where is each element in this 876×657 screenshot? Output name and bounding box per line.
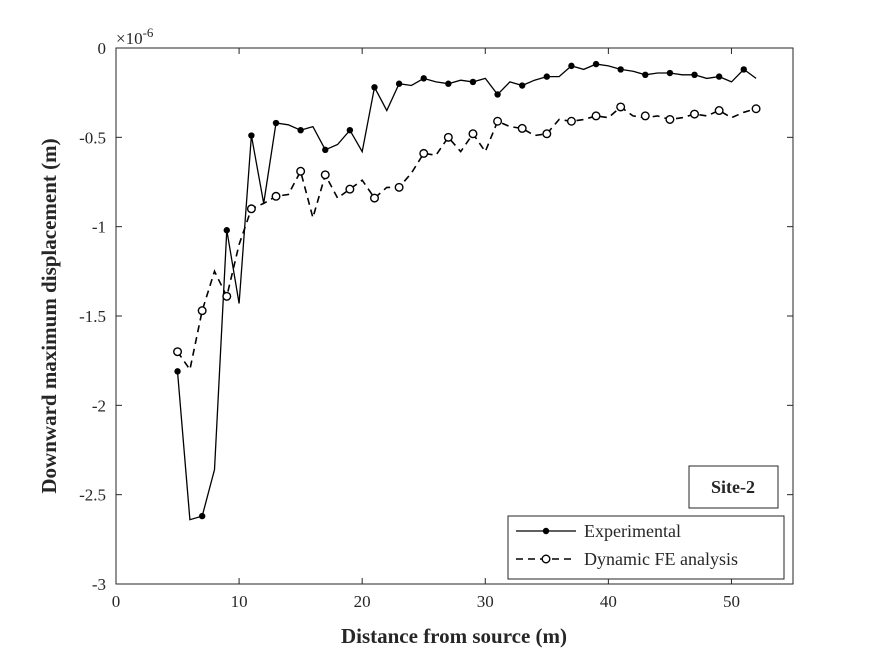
- experimental-point: [519, 82, 526, 89]
- dynamic-fe-point: [591, 111, 601, 121]
- dynamic-fe-point: [296, 166, 306, 176]
- y-exponent-base: ×10: [116, 29, 143, 48]
- x-tick-label: 10: [231, 592, 248, 611]
- dynamic-fe-point: [246, 204, 256, 214]
- y-exponent-power: -6: [143, 25, 154, 40]
- dynamic-fe-point: [714, 106, 724, 116]
- legend-label-fe: Dynamic FE analysis: [584, 549, 738, 569]
- dynamic-fe-point: [222, 291, 232, 301]
- y-tick-label: -1: [92, 218, 106, 237]
- experimental-point: [223, 227, 230, 234]
- experimental-point: [420, 75, 427, 82]
- dynamic-fe-point: [640, 111, 650, 121]
- x-axis-label: Distance from source (m): [341, 624, 567, 648]
- dynamic-fe-point: [665, 114, 675, 124]
- dynamic-fe-point: [493, 116, 503, 126]
- experimental-point: [469, 78, 477, 86]
- dynamic-fe-point: [443, 132, 453, 142]
- experimental-point: [248, 132, 255, 139]
- dynamic-fe-point: [419, 148, 429, 158]
- series-layer: [173, 60, 761, 521]
- dynamic-fe-point: [517, 123, 527, 133]
- y-exponent-label: ×10-6: [116, 25, 154, 48]
- x-tick-label: 50: [723, 592, 740, 611]
- experimental-point: [445, 80, 452, 87]
- dynamic-fe-point: [751, 104, 761, 114]
- dynamic-fe-point: [468, 129, 478, 139]
- experimental-point: [297, 126, 304, 134]
- site-annotation-text: Site-2: [711, 477, 755, 497]
- experimental-point: [617, 66, 624, 73]
- x-tick-label: 0: [112, 592, 121, 611]
- dynamic-fe-point: [690, 109, 700, 119]
- experimental-point: [642, 71, 649, 79]
- dynamic-fe-point: [369, 193, 379, 203]
- experimental-point: [715, 73, 723, 80]
- dynamic-fe-point: [271, 191, 281, 201]
- dynamic-fe-point: [542, 129, 552, 139]
- experimental-point: [174, 368, 181, 375]
- experimental-point: [272, 119, 280, 127]
- x-tick-label: 20: [354, 592, 371, 611]
- dynamic-fe-point: [345, 184, 355, 194]
- y-tick-label: -3: [92, 575, 106, 594]
- y-tick-label: -0.5: [79, 128, 106, 147]
- site-annotation-box: [688, 465, 779, 509]
- experimental-point: [346, 126, 354, 134]
- experimental-point: [666, 69, 674, 77]
- y-tick-label: -2.5: [79, 486, 106, 505]
- experimental-point: [568, 62, 575, 70]
- dynamic-fe-point: [566, 116, 576, 126]
- experimental-point: [740, 66, 747, 73]
- experimental-point: [395, 80, 403, 87]
- dynamic-fe-point: [616, 102, 626, 112]
- plot-area: [116, 48, 793, 584]
- site-annotation: Site-2: [688, 465, 779, 509]
- experimental-point: [198, 512, 206, 520]
- legend: Experimental Dynamic FE analysis: [507, 515, 785, 580]
- experimental-point: [371, 84, 378, 91]
- dynamic-fe-point: [320, 170, 330, 180]
- experimental-point: [494, 91, 501, 98]
- x-tick-label: 30: [477, 592, 494, 611]
- y-axis-label: Downward maximum displacement (m): [37, 138, 61, 493]
- series-line-experimental: [176, 63, 757, 521]
- experimental-point: [543, 73, 551, 80]
- dynamic-fe-point: [173, 347, 183, 357]
- dynamic-fe-point: [394, 182, 404, 192]
- x-tick-label: 40: [600, 592, 617, 611]
- legend-marker-experimental: [542, 527, 550, 535]
- experimental-point: [592, 60, 600, 68]
- experimental-point: [691, 71, 698, 79]
- y-tick-label: 0: [98, 39, 107, 58]
- legend-label-experimental: Experimental: [584, 521, 681, 541]
- dynamic-fe-point: [197, 306, 207, 316]
- tick-layer: 0 10 20 30 40 50 0 -0.5 -1 -1.5 -2 -2.5 -3: [79, 39, 793, 611]
- y-tick-label: -1.5: [79, 307, 106, 326]
- experimental-point: [322, 146, 329, 154]
- y-tick-label: -2: [92, 396, 106, 415]
- legend-marker-fe: [541, 554, 551, 564]
- legend-box: [507, 515, 785, 580]
